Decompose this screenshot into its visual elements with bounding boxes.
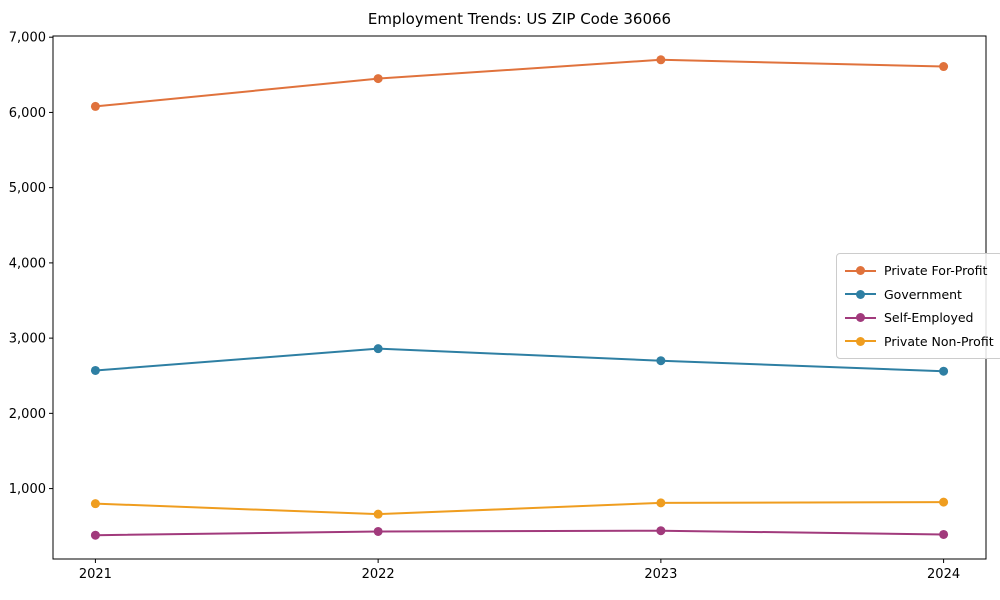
y-tick-label: 4,000 xyxy=(9,256,46,271)
data-point-marker xyxy=(939,366,949,376)
legend-line-marker-icon xyxy=(845,289,876,299)
series-line xyxy=(95,347,944,373)
data-point-marker xyxy=(939,62,949,72)
x-tick-label: 2023 xyxy=(644,567,677,582)
data-point-marker xyxy=(373,74,383,84)
data-point-marker xyxy=(373,344,383,354)
data-point-marker xyxy=(656,526,666,536)
legend-item-label: Private For-Profit xyxy=(884,263,988,279)
legend-line-marker-icon xyxy=(845,266,876,276)
legend-item: Government xyxy=(845,283,994,307)
y-tick-label: 5,000 xyxy=(9,181,46,196)
x-tick-label: 2022 xyxy=(362,567,395,582)
data-point-marker xyxy=(373,526,383,536)
legend-item: Self-Employed xyxy=(845,306,994,330)
y-tick-label: 1,000 xyxy=(9,482,46,497)
legend-item: Private Non-Profit xyxy=(845,330,994,354)
data-point-marker xyxy=(656,356,666,366)
chart-title: Employment Trends: US ZIP Code 36066 xyxy=(367,10,672,28)
data-point-marker xyxy=(90,530,100,540)
y-tick-label: 3,000 xyxy=(9,332,46,347)
data-point-marker xyxy=(90,365,100,375)
y-tick-label: 7,000 xyxy=(9,31,46,46)
legend-line-marker-icon xyxy=(845,336,876,346)
data-point-marker xyxy=(90,499,100,509)
x-tick-label: 2021 xyxy=(79,567,112,582)
series-line xyxy=(95,529,944,537)
series-line xyxy=(95,58,944,108)
data-point-marker xyxy=(939,529,949,539)
series-line xyxy=(95,501,944,516)
data-point-marker xyxy=(90,101,100,111)
legend-item: Private For-Profit xyxy=(845,259,994,283)
y-tick-label: 2,000 xyxy=(9,407,46,422)
data-point-marker xyxy=(656,55,666,65)
data-point-marker xyxy=(939,497,949,507)
legend-item-label: Government xyxy=(884,286,962,302)
legend: Private For-Profit Government Self-Emplo… xyxy=(836,253,1000,359)
legend-line-marker-icon xyxy=(845,313,876,323)
y-tick-label: 6,000 xyxy=(9,106,46,121)
legend-item-label: Self-Employed xyxy=(884,310,974,326)
legend-item-label: Private Non-Profit xyxy=(884,333,994,349)
x-tick-label: 2024 xyxy=(927,567,960,582)
data-point-marker xyxy=(373,509,383,519)
data-point-marker xyxy=(656,498,666,508)
